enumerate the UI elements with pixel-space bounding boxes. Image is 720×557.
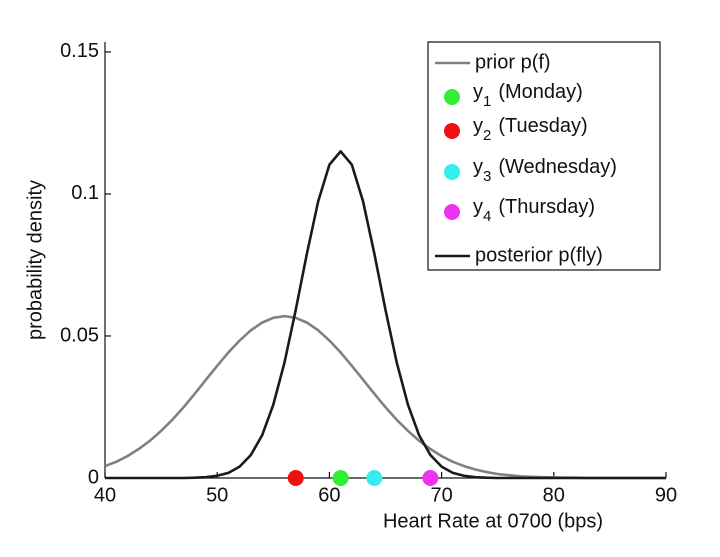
legend-label: prior p(f) — [475, 51, 551, 73]
observation-point — [366, 470, 383, 486]
legend-subscript: 3 — [483, 168, 491, 185]
x-tick-label: 40 — [94, 484, 116, 506]
y-tick-label: 0 — [88, 466, 99, 488]
legend-subscript: 1 — [483, 93, 491, 110]
legend-label: y3 (Wednesday) — [473, 156, 617, 185]
y-tick-label: 0.05 — [60, 324, 99, 346]
legend-label: y2 (Tuesday) — [473, 115, 588, 144]
line-series — [104, 314, 666, 480]
x-tick-label: 50 — [206, 484, 228, 506]
legend-name: (Thursday) — [498, 196, 595, 218]
legend-symbol: y — [473, 81, 483, 103]
legend-box — [427, 41, 661, 271]
legend-marker — [444, 123, 460, 139]
x-tick-label: 80 — [543, 484, 565, 506]
y-tick-label: 0.15 — [60, 40, 99, 62]
legend-subscript: 4 — [483, 208, 491, 225]
legend-symbol: y — [473, 196, 483, 218]
legend-label: y1 (Monday) — [473, 81, 583, 110]
legend-name: (Monday) — [498, 81, 582, 103]
legend-marker — [444, 164, 460, 180]
x-axis-label: Heart Rate at 0700 (bps) — [383, 510, 603, 532]
x-tick-label: 70 — [430, 484, 452, 506]
legend-symbol: y — [473, 115, 483, 137]
x-tick-label: 90 — [655, 484, 677, 506]
observation-point — [287, 470, 304, 486]
line-series — [105, 150, 666, 480]
legend-symbol: y — [473, 156, 483, 178]
x-tick-label: 60 — [318, 484, 340, 506]
observation-point — [332, 470, 349, 486]
legend-marker — [444, 204, 460, 220]
legend-name: (Tuesday) — [498, 115, 587, 137]
legend-label: y4 (Thursday) — [473, 196, 595, 225]
legend-name: (Wednesday) — [498, 156, 617, 178]
legend-subscript: 2 — [483, 127, 491, 144]
legend-label: posterior p(fly) — [475, 244, 603, 266]
y-axis-label: probability density — [24, 180, 46, 340]
legend-marker — [444, 89, 460, 105]
legend: prior p(f)y1 (Monday)y2 (Tuesday)y3 (Wednes… — [427, 41, 661, 271]
y-tick-label: 0.1 — [71, 182, 99, 204]
observation-point — [422, 470, 439, 486]
